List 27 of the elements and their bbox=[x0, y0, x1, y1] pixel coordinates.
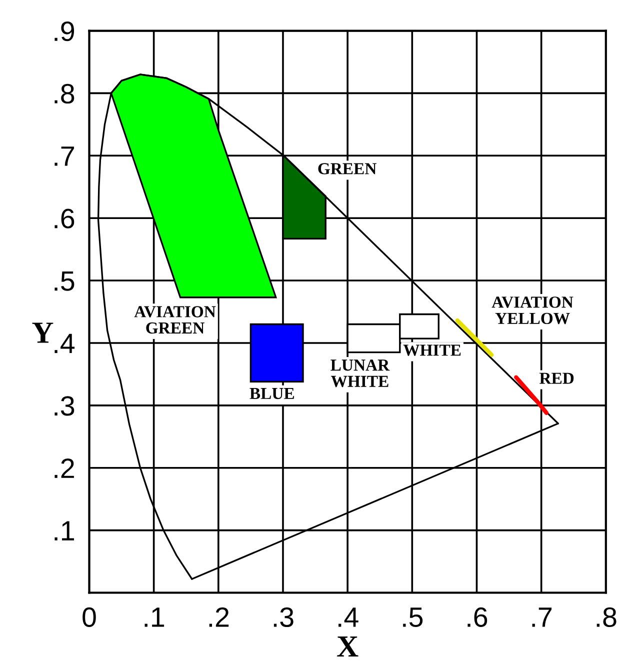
x-tick-label: .6 bbox=[468, 607, 488, 628]
y-tick-label: .3 bbox=[54, 396, 74, 416]
y-tick-label: .9 bbox=[54, 21, 74, 42]
x-tick-label: .4 bbox=[338, 608, 358, 627]
series-label: BLUE bbox=[250, 388, 294, 400]
series-label: GREEN bbox=[318, 163, 376, 174]
x-tick-label: .7 bbox=[532, 608, 552, 627]
y-tick-label: .5 bbox=[54, 271, 74, 291]
series-label: LUNAR WHITE bbox=[330, 360, 390, 388]
y-tick-label: .8 bbox=[54, 84, 74, 104]
x-tick-label: .5 bbox=[403, 608, 423, 628]
series-label: AVIATION YELLOW bbox=[492, 296, 574, 324]
x-tick-label: .1 bbox=[144, 608, 164, 627]
y-tick-label: .7 bbox=[54, 146, 74, 166]
y-tick-label: .1 bbox=[54, 521, 74, 540]
y-tick-label: .2 bbox=[54, 458, 74, 478]
y-axis-title: Y bbox=[32, 322, 54, 343]
x-tick-label: .8 bbox=[596, 607, 616, 628]
x-tick-label: 0 bbox=[82, 607, 96, 628]
series-label: RED bbox=[540, 372, 574, 384]
y-tick-label: .6 bbox=[54, 208, 74, 228]
series-label: AVIATION GREEN bbox=[134, 306, 216, 334]
x-tick-label: .3 bbox=[274, 607, 294, 628]
x-tick-label: .2 bbox=[209, 607, 229, 627]
x-axis-title: X bbox=[337, 636, 358, 656]
series-label: WHITE bbox=[403, 344, 461, 356]
y-tick-label: .4 bbox=[54, 334, 75, 354]
